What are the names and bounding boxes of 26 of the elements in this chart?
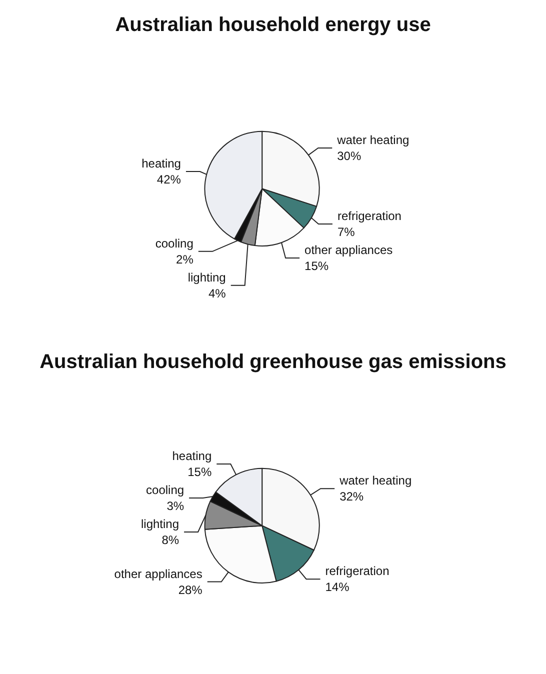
data-label: 32% [340, 490, 364, 504]
chart-title: Australian household energy use [115, 14, 431, 36]
data-label: 14% [325, 580, 350, 594]
slice-label: other appliances [304, 242, 393, 257]
slice-label: heating [142, 156, 181, 170]
data-label: 15% [304, 258, 329, 273]
slice-label: refrigeration [325, 564, 390, 578]
data-label: 3% [166, 498, 184, 513]
slice-label: cooling [155, 236, 194, 250]
slice-label: lighting [188, 270, 226, 284]
slice-label: refrigeration [337, 208, 402, 223]
slice-label: water heating [336, 132, 410, 147]
data-label: 7% [337, 224, 356, 239]
data-label: 42% [156, 172, 182, 186]
data-label: 8% [162, 532, 180, 547]
slice-label: water heating [338, 474, 412, 488]
data-label: 28% [178, 582, 203, 597]
data-label: 4% [208, 286, 226, 300]
data-label: 30% [337, 148, 362, 163]
data-label: 2% [176, 252, 194, 266]
slice-label: other appliances [114, 566, 202, 581]
data-label: 15% [188, 464, 212, 479]
chart-title: Australian household greenhouse gas emissions [40, 351, 506, 373]
slice-label: cooling [146, 482, 184, 497]
slice-label: lighting [141, 516, 180, 531]
slice-label: heating [172, 448, 212, 463]
